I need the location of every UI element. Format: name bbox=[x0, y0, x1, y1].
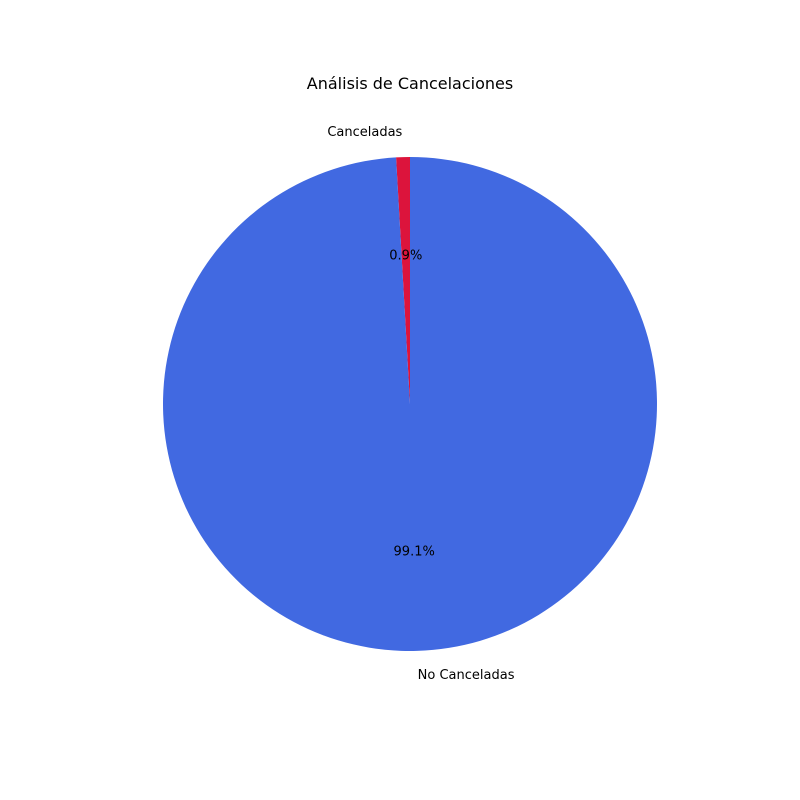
pie-slices bbox=[162, 157, 657, 651]
pie-labels: Canceladas 0.9% No Canceladas 99.1% bbox=[327, 125, 514, 683]
slice-label-no-canceladas: No Canceladas bbox=[418, 668, 515, 683]
chart-title: Análisis de Cancelaciones bbox=[307, 74, 513, 93]
slice-label-canceladas: Canceladas bbox=[327, 125, 402, 140]
pie-slice-no-canceladas bbox=[162, 157, 657, 651]
percent-label-no-canceladas: 99.1% bbox=[394, 545, 435, 560]
percent-label-canceladas: 0.9% bbox=[389, 248, 422, 263]
pie-slice-canceladas bbox=[396, 157, 410, 404]
